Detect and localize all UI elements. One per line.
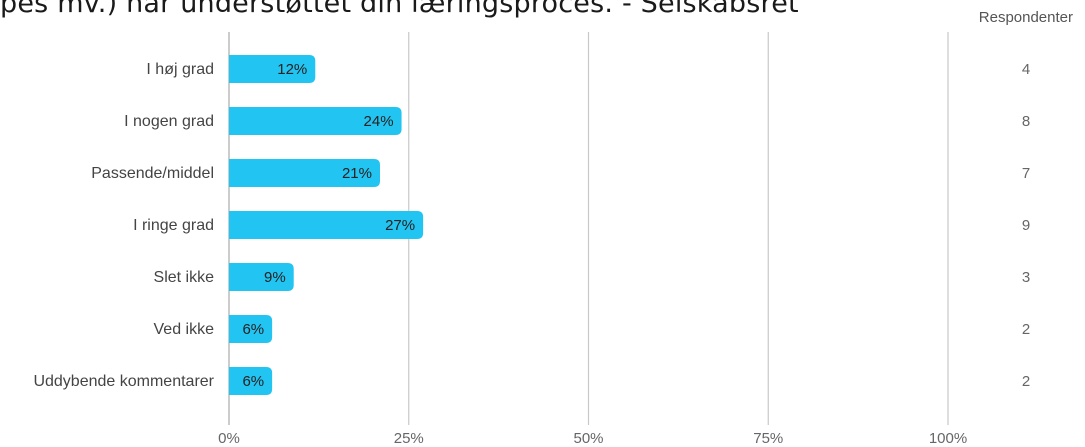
category-label: Ved ikke: [154, 321, 215, 338]
respondent-count: 9: [1022, 217, 1030, 234]
category-label: Passende/middel: [91, 165, 214, 182]
bar: [229, 107, 402, 135]
category-label: I nogen grad: [124, 113, 214, 130]
chart-title: pes mv.) har understøttet din læringspro…: [0, 0, 799, 19]
bar: [229, 263, 294, 291]
x-tick-label: 0%: [218, 430, 240, 447]
respondent-count: 3: [1022, 269, 1030, 286]
x-tick-label: 50%: [573, 430, 603, 447]
x-tick-label: 100%: [929, 430, 967, 447]
value-label: 6%: [242, 373, 264, 390]
respondent-count: 4: [1022, 61, 1030, 78]
respondent-count: 8: [1022, 113, 1030, 130]
category-label: Uddybende kommentarer: [33, 373, 214, 390]
x-tick-label: 75%: [753, 430, 783, 447]
value-label: 27%: [385, 217, 415, 234]
category-label: I ringe grad: [133, 217, 214, 234]
x-tick-label: 25%: [394, 430, 424, 447]
value-label: 21%: [342, 165, 372, 182]
bar: [229, 159, 380, 187]
bar: [229, 367, 273, 395]
respondent-count: 7: [1022, 165, 1030, 182]
value-label: 12%: [277, 61, 307, 78]
bar: [229, 211, 424, 239]
respondent-count: 2: [1022, 321, 1030, 338]
category-label: Slet ikke: [154, 269, 215, 286]
respondent-count: 2: [1022, 373, 1030, 390]
category-label: I høj grad: [146, 61, 214, 78]
value-label: 9%: [264, 269, 286, 286]
bar: [229, 315, 273, 343]
value-label: 6%: [242, 321, 264, 338]
respondents-column-header: Respondenter: [978, 9, 1073, 26]
bar: [229, 55, 316, 83]
value-label: 24%: [364, 113, 394, 130]
